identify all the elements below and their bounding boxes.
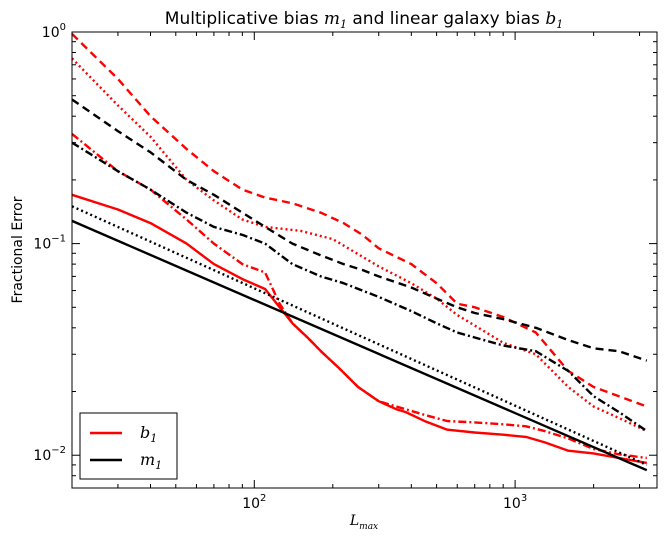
y-tick-label: 10−2 [33,445,66,464]
series-m1-dashed-line [71,98,648,362]
plot-lines [71,33,648,472]
series-b1-dotted-line [71,57,648,433]
y-axis-label: Fractional Error [10,196,26,303]
chart-title: Multiplicative bias m1 and linear galaxy… [165,9,563,31]
x-axis-label: Lmax [349,513,378,532]
legend-label-b1: b1 [140,423,157,445]
series-m1-dotted-line [71,205,648,466]
y-tick-label: 10−1 [33,234,66,253]
series-m1-solid-line [71,219,648,472]
series-b1-dashed-line [71,33,648,408]
tick-labels: 102 103 10−2 10−1 100 [33,22,527,512]
legend-label-m1: m1 [140,450,162,472]
y-tick-label: 100 [42,22,66,41]
plot-frame [71,31,658,489]
x-tick-label: 103 [503,493,527,512]
x-tick-label: 102 [242,493,266,512]
series-b1-dashdot-line [71,132,647,460]
legend-box [79,412,178,480]
series-m1-dashdot-line [71,141,648,433]
